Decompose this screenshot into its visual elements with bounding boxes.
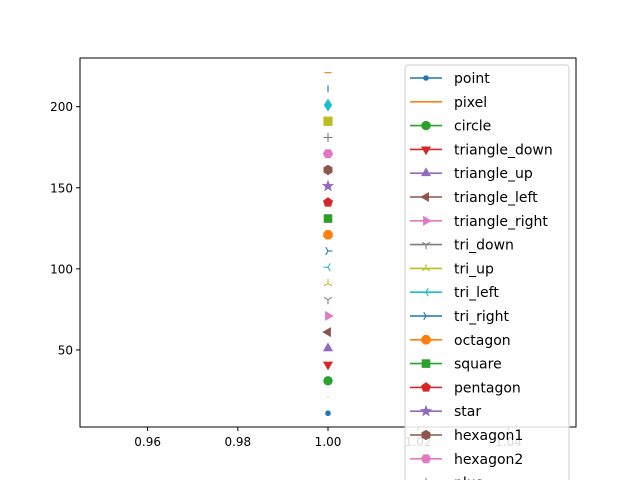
legend-label: hexagon1 <box>454 428 523 444</box>
legend-marker-tri-down <box>421 241 431 250</box>
legend-label: triangle_down <box>454 142 553 158</box>
legend-label: star <box>454 404 481 420</box>
legend-marker-square <box>421 359 431 368</box>
legend-marker-tri-left-spoke <box>425 288 429 293</box>
legend-marker-pentagon <box>421 382 431 392</box>
legend-entry-tri-up: tri_up <box>410 261 494 277</box>
legend-marker-triangle-left <box>420 191 429 203</box>
data-point-tri-left <box>323 263 331 272</box>
legend-entry-tri-right: tri_right <box>410 309 510 325</box>
legend-label: pentagon <box>454 380 521 396</box>
legend-label: square <box>454 357 502 373</box>
data-point-square <box>323 214 333 223</box>
data-point-tri-left-spoke <box>327 266 331 272</box>
y-tick-label: 50 <box>58 343 73 357</box>
legend-marker-circle <box>421 120 431 131</box>
data-point-hexagon1 <box>323 164 333 176</box>
data-point-tri-up-spoke <box>327 282 333 287</box>
legend-label: plus <box>454 476 483 480</box>
legend-label: circle <box>454 119 491 135</box>
legend-marker-tri-left <box>421 288 429 297</box>
y-tick-label: 150 <box>50 181 73 195</box>
legend-entry-octagon: octagon <box>410 333 511 349</box>
x-tick-label: 1.00 <box>315 435 342 449</box>
data-point-tri-right-spoke <box>325 246 329 252</box>
legend-entry-hexagon2: hexagon2 <box>410 452 523 468</box>
legend-marker-triangle-right <box>423 215 432 226</box>
legend-marker-triangle-down <box>420 146 432 156</box>
legend-marker-tri-right-spoke <box>423 311 427 317</box>
legend-label: triangle_left <box>454 190 538 206</box>
legend-marker-tri-up-spoke <box>421 267 427 272</box>
data-point-thin-diamond <box>323 98 333 112</box>
data-point-triangle-left <box>322 327 331 338</box>
legend-entry-star: star <box>410 404 481 420</box>
data-point-point <box>325 410 331 417</box>
legend-entry-point: point <box>410 71 490 87</box>
y-tick-label: 200 <box>50 100 73 114</box>
data-point-tri-up-spoke <box>323 282 329 287</box>
legend-entry-pentagon: pentagon <box>410 380 521 396</box>
legend-label: octagon <box>454 333 511 349</box>
legend-entry-tri-left: tri_left <box>410 285 499 301</box>
legend-label: tri_up <box>454 261 494 277</box>
legend-entry-pixel: pixel <box>410 95 487 111</box>
data-point-plus <box>323 132 333 142</box>
data-point-tri-up <box>323 278 333 287</box>
data-point-tri-down-spoke <box>327 296 333 301</box>
data-point-octagon <box>323 230 333 240</box>
data-point-hexagon2 <box>322 149 334 159</box>
data-point-tri-down-spoke <box>323 296 329 301</box>
data-point-x <box>323 116 333 126</box>
data-point-triangle-down <box>322 361 334 371</box>
legend-entry-triangle-left: triangle_left <box>410 190 538 206</box>
data-point-triangle-up <box>322 342 334 352</box>
legend-marker-octagon <box>421 335 431 345</box>
legend-marker-tri-right-spoke <box>423 315 427 321</box>
legend-marker-tri-up <box>421 263 431 272</box>
legend-entry-hexagon1: hexagon1 <box>410 428 523 444</box>
y-tick-label: 100 <box>50 262 73 276</box>
data-point-tri-down <box>323 296 333 305</box>
legend-marker-triangle-up <box>420 167 432 177</box>
data-point-pentagon <box>323 197 333 207</box>
legend-label: tri_left <box>454 285 499 301</box>
data-point-circle <box>323 376 333 386</box>
legend-label: tri_down <box>454 238 514 254</box>
legend-label: triangle_right <box>454 214 548 230</box>
legend-entry-tri-down: tri_down <box>410 238 514 254</box>
legend: point pixel circle triangle_down triangle_up… <box>404 64 570 480</box>
legend-entry-square: square <box>410 357 502 373</box>
data-point-tri-right <box>325 246 333 256</box>
legend-entry-circle: circle <box>410 119 491 135</box>
data-point-triangle-right <box>325 310 334 321</box>
legend-box <box>404 64 570 480</box>
x-tick-label: 0.98 <box>224 435 251 449</box>
data-point-tri-left-spoke <box>327 263 331 268</box>
legend-label: pixel <box>454 95 487 111</box>
legend-entry-triangle-down: triangle_down <box>410 142 553 158</box>
legend-label: point <box>454 71 490 87</box>
plot-area: 0.960.981.001.021.0450100150200 <box>50 57 577 449</box>
legend-entry-triangle-up: triangle_up <box>410 166 533 182</box>
legend-label: triangle_up <box>454 166 533 182</box>
legend-marker-tri-left-spoke <box>425 291 429 297</box>
legend-label: hexagon2 <box>454 452 523 468</box>
legend-marker-hexagon1 <box>421 429 431 441</box>
legend-marker-point <box>423 75 429 81</box>
data-point-tri-right-spoke <box>325 250 329 256</box>
legend-marker-star <box>419 404 433 417</box>
legend-label: tri_right <box>454 309 510 325</box>
legend-entry-triangle-right: triangle_right <box>410 214 548 230</box>
legend-marker-tri-down-spoke <box>425 241 431 246</box>
legend-marker-tri-right <box>423 311 431 321</box>
data-point-pixel <box>327 396 329 398</box>
legend-marker-hexagon2 <box>420 454 432 464</box>
x-tick-label: 0.96 <box>134 435 161 449</box>
data-point-x-body <box>323 116 333 126</box>
legend-marker-tri-down-spoke <box>421 241 427 246</box>
legend-marker-tri-up-spoke <box>425 267 431 272</box>
data-point-star <box>321 179 335 192</box>
